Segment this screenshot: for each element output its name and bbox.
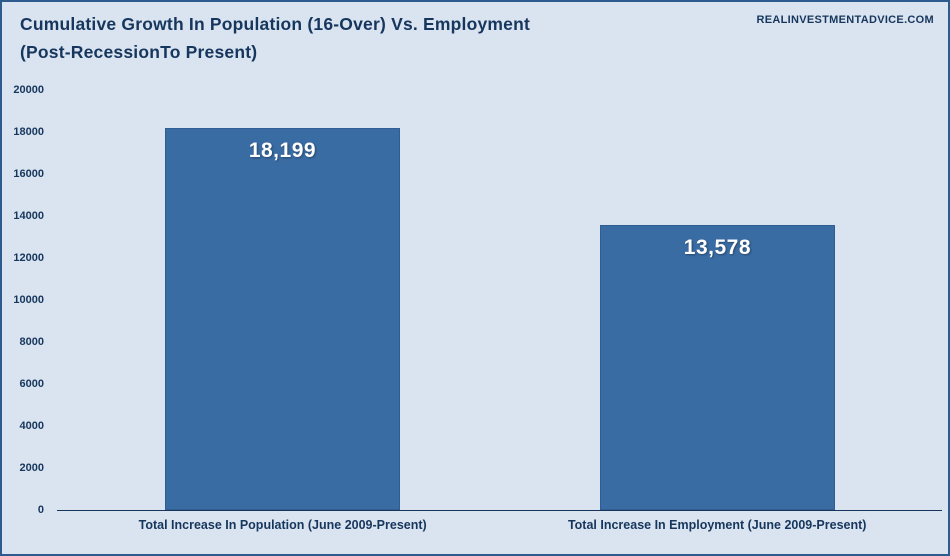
- y-axis: 0 2000 4000 6000 8000 10000 12000 14000 16000 180…: [2, 84, 50, 516]
- y-tick-label: 20000: [13, 84, 44, 96]
- y-tick-label: 0: [37, 504, 44, 516]
- y-tick-label: 8000: [19, 336, 44, 348]
- category-label-employment: Total Increase In Employment (June 2009-…: [567, 518, 867, 532]
- category-label-population: Total Increase In Population (June 2009-…: [138, 518, 427, 532]
- x-axis-category-labels: Total Increase In Population (June 2009-…: [57, 518, 942, 542]
- y-tick-label: 10000: [13, 294, 44, 306]
- plot-area: 18,199 13,578: [57, 90, 942, 511]
- y-tick-label: 2000: [19, 462, 44, 474]
- chart-title-line2: (Post-RecessionTo Present): [20, 42, 258, 62]
- bar-population-value-label: 18,199: [248, 138, 317, 162]
- y-tick-label: 6000: [19, 378, 44, 390]
- bar-employment: 13,578: [599, 224, 835, 510]
- y-tick-label: 12000: [13, 252, 44, 264]
- bar-population: 18,199: [164, 127, 400, 510]
- chart-title-line1: Cumulative Growth In Population (16-Over…: [20, 14, 531, 34]
- y-tick-label: 18000: [13, 126, 44, 138]
- y-tick-label: 16000: [13, 168, 44, 180]
- bar-employment-value-label: 13,578: [683, 235, 752, 259]
- y-tick-label: 4000: [19, 420, 44, 432]
- watermark: REALINVESTMENTADVICE.COM: [756, 14, 934, 26]
- y-tick-label: 14000: [13, 210, 44, 222]
- chart-title: Cumulative Growth In Population (16-Over…: [20, 10, 530, 66]
